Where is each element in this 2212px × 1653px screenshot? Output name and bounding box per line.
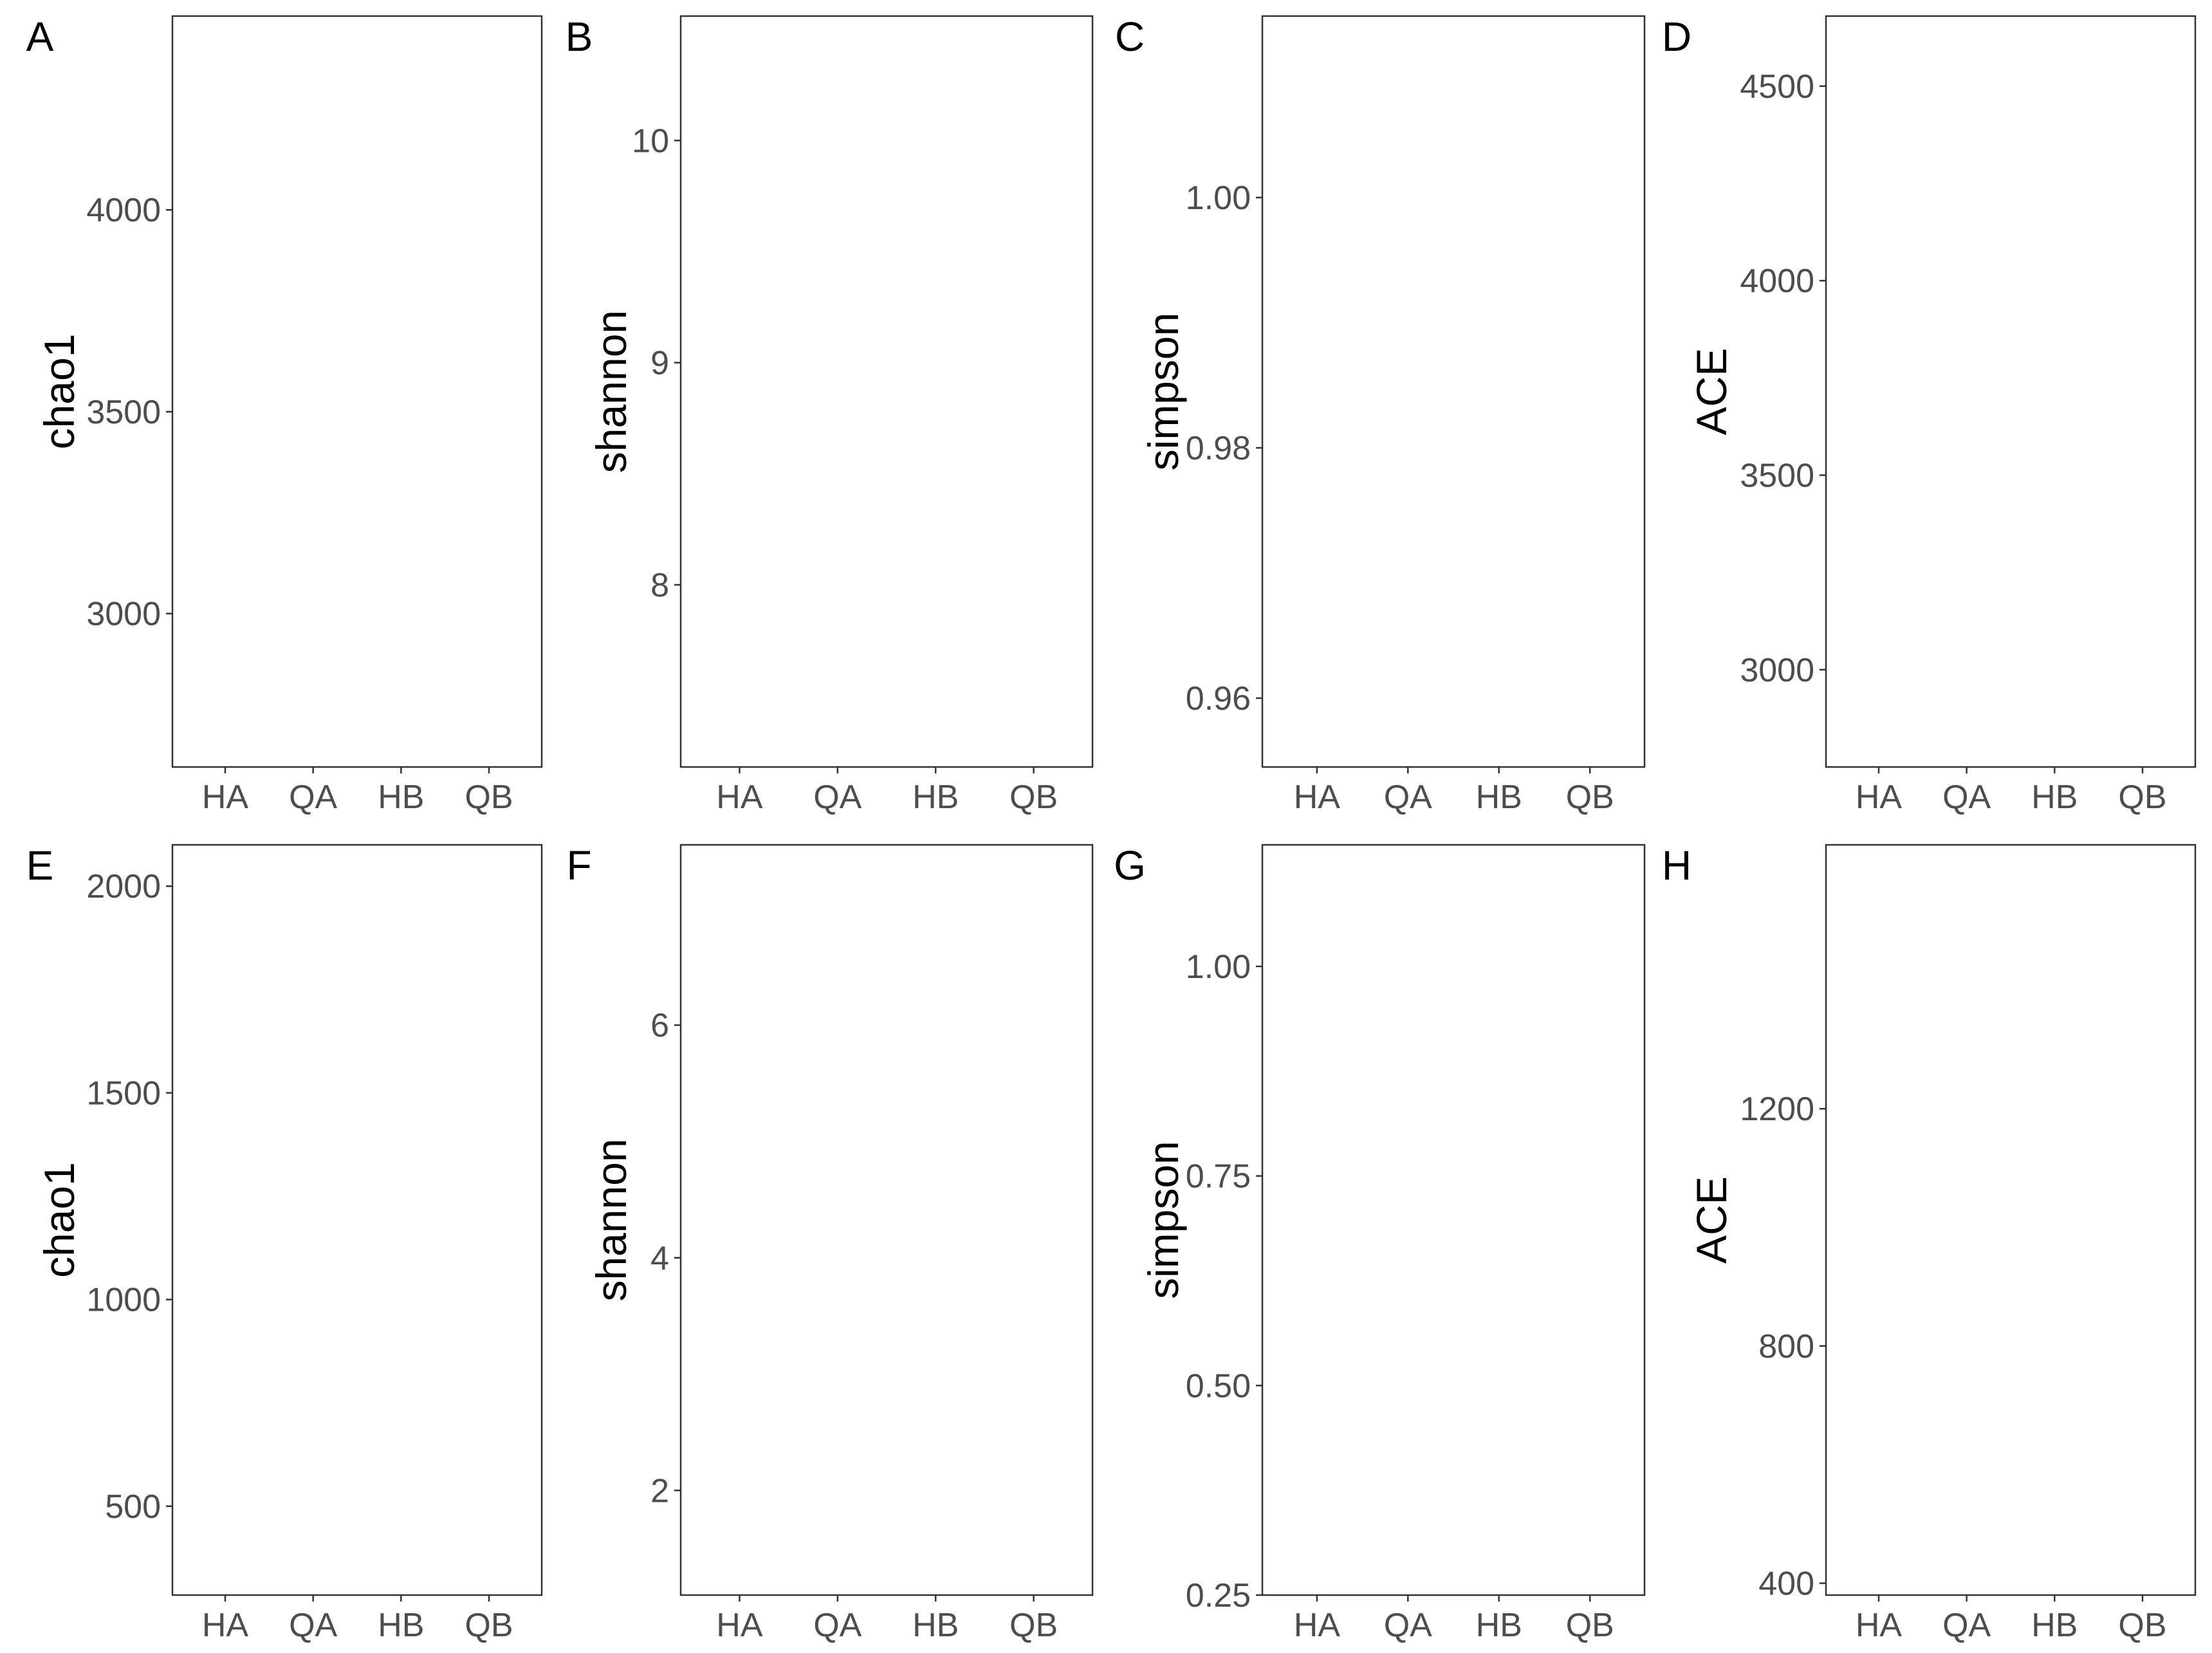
panel-letter: H bbox=[1662, 842, 1691, 889]
x-tick-label: HB bbox=[912, 1607, 959, 1644]
y-axis-title: ACE bbox=[1688, 1176, 1735, 1264]
x-tick-label: HB bbox=[1476, 779, 1522, 816]
x-tick-label: QB bbox=[465, 1607, 513, 1644]
y-axis-title: shannon bbox=[587, 310, 635, 473]
x-tick-label: QB bbox=[1009, 779, 1058, 816]
y-tick-label: 1500 bbox=[86, 1075, 161, 1112]
y-tick-label: 9 bbox=[650, 345, 669, 382]
y-axis-title: simpson bbox=[1139, 313, 1187, 471]
y-tick-label: 3500 bbox=[1740, 457, 1814, 495]
panel-border bbox=[1825, 15, 2197, 768]
y-tick-label: 4 bbox=[650, 1240, 669, 1277]
panel-letter: D bbox=[1662, 14, 1691, 60]
x-tick-label: HB bbox=[2031, 1607, 2078, 1644]
y-tick-label: 2 bbox=[650, 1472, 669, 1510]
x-tick-label: QB bbox=[465, 779, 513, 816]
panel-border bbox=[171, 15, 543, 768]
panel-letter: G bbox=[1114, 842, 1146, 889]
x-tick-label: QB bbox=[1009, 1607, 1058, 1644]
x-tick-label: HB bbox=[378, 779, 424, 816]
y-tick-label: 1200 bbox=[1740, 1091, 1814, 1128]
x-tick-label: QB bbox=[1566, 779, 1614, 816]
x-tick-label: HA bbox=[1856, 1607, 1903, 1644]
x-tick-label: QA bbox=[1384, 779, 1432, 816]
panel-letter: E bbox=[26, 842, 54, 889]
y-tick-label: 6 bbox=[650, 1007, 669, 1044]
x-tick-label: QA bbox=[1384, 1607, 1432, 1644]
x-tick-label: QA bbox=[813, 1607, 862, 1644]
x-tick-label: HA bbox=[1856, 779, 1903, 816]
x-tick-label: QB bbox=[2118, 1607, 2166, 1644]
x-tick-label: QA bbox=[289, 1607, 337, 1644]
x-tick-label: HB bbox=[2031, 779, 2078, 816]
y-tick-label: 10 bbox=[632, 122, 669, 160]
panel-border bbox=[679, 15, 1094, 768]
panel-letter: B bbox=[566, 14, 593, 60]
y-tick-label: 3000 bbox=[86, 596, 161, 633]
y-tick-label: 4000 bbox=[86, 192, 161, 229]
x-tick-label: QA bbox=[289, 779, 337, 816]
y-axis-title: simpson bbox=[1139, 1141, 1187, 1299]
y-tick-label: 0.96 bbox=[1186, 680, 1251, 717]
x-tick-label: QA bbox=[1942, 1607, 1991, 1644]
y-tick-label: 800 bbox=[1758, 1328, 1814, 1365]
x-tick-label: HA bbox=[202, 1607, 249, 1644]
y-tick-label: 400 bbox=[1758, 1565, 1814, 1603]
panel-border bbox=[1261, 844, 1646, 1596]
y-axis-title: shannon bbox=[587, 1138, 635, 1301]
y-tick-label: 1.00 bbox=[1186, 180, 1251, 217]
x-tick-label: HA bbox=[716, 779, 763, 816]
y-tick-label: 4500 bbox=[1740, 68, 1814, 106]
y-tick-label: 8 bbox=[650, 567, 669, 604]
x-tick-label: HA bbox=[202, 779, 249, 816]
y-axis-title: ACE bbox=[1688, 348, 1735, 436]
panel-border bbox=[171, 844, 543, 1596]
x-tick-label: HA bbox=[1294, 779, 1341, 816]
y-tick-label: 0.75 bbox=[1186, 1158, 1251, 1196]
y-tick-label: 0.25 bbox=[1186, 1577, 1251, 1614]
x-tick-label: HA bbox=[1294, 1607, 1341, 1644]
panel-border bbox=[1825, 844, 2197, 1596]
y-tick-label: 0.50 bbox=[1186, 1367, 1251, 1405]
y-axis-title: chao1 bbox=[35, 1162, 83, 1278]
y-tick-label: 3000 bbox=[1740, 652, 1814, 689]
x-tick-label: HB bbox=[1476, 1607, 1522, 1644]
y-tick-label: 1.00 bbox=[1186, 948, 1251, 986]
x-tick-label: HB bbox=[912, 779, 959, 816]
y-tick-label: 3500 bbox=[86, 394, 161, 431]
x-tick-label: QA bbox=[813, 779, 862, 816]
y-tick-label: 500 bbox=[105, 1488, 161, 1526]
x-tick-label: HB bbox=[378, 1607, 424, 1644]
panel-border bbox=[1261, 15, 1646, 768]
x-tick-label: HA bbox=[716, 1607, 763, 1644]
y-axis-title: chao1 bbox=[35, 334, 83, 450]
panel-border bbox=[679, 844, 1094, 1596]
panel-letter: C bbox=[1115, 14, 1145, 60]
x-tick-label: QB bbox=[1566, 1607, 1614, 1644]
panel-letter: A bbox=[26, 14, 54, 60]
x-tick-label: QA bbox=[1942, 779, 1991, 816]
panel-letter: F bbox=[566, 842, 591, 889]
y-tick-label: 2000 bbox=[86, 868, 161, 905]
panel-g: NS.NS.NS.NS.0.250.500.751.00HAQAHBQBsimp… bbox=[1114, 842, 1646, 1644]
x-tick-label: QB bbox=[2118, 779, 2166, 816]
y-tick-label: 1000 bbox=[86, 1282, 161, 1319]
y-tick-label: 0.98 bbox=[1186, 430, 1251, 467]
y-tick-label: 4000 bbox=[1740, 263, 1814, 300]
